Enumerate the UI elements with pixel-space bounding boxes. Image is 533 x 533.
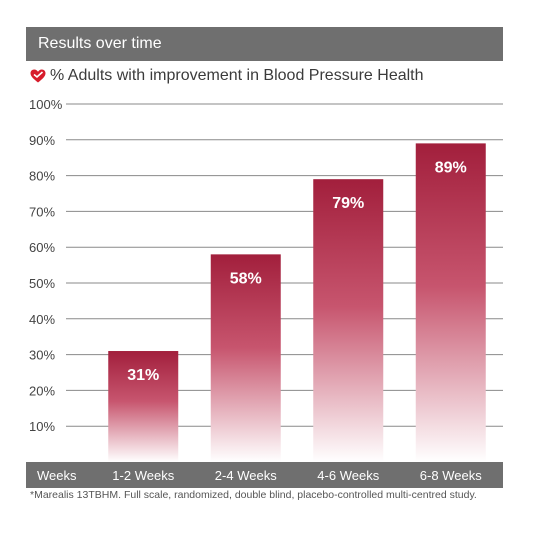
heart-icon [30, 69, 46, 83]
chart-subtitle: % Adults with improvement in Blood Press… [30, 66, 424, 86]
x-axis-label: Weeks [37, 468, 77, 483]
y-tick-label: 70% [29, 204, 55, 219]
x-tick-label: 1-2 Weeks [112, 468, 174, 483]
bar [210, 254, 281, 462]
x-tick-label: 2-4 Weeks [215, 468, 277, 483]
x-tick-label: 6-8 Weeks [420, 468, 482, 483]
data-label: 31% [127, 367, 159, 384]
x-axis-band [26, 462, 503, 488]
subtitle-text: % Adults with improvement in Blood Press… [50, 67, 424, 84]
data-label: 89% [435, 159, 467, 176]
x-tick-label: 4-6 Weeks [317, 468, 379, 483]
data-label: 58% [230, 270, 262, 287]
y-tick-label: 90% [29, 133, 55, 148]
y-tick-label: 60% [29, 240, 55, 255]
bar [415, 143, 486, 462]
y-tick-label: 20% [29, 383, 55, 398]
data-labels: 31% 58% 79% 89% [127, 159, 467, 384]
y-tick-label: 80% [29, 169, 55, 184]
footnote: *Marealis 13TBHM. Full scale, randomized… [30, 489, 477, 501]
y-tick-label: 10% [29, 419, 55, 434]
y-tick-label: 50% [29, 276, 55, 291]
data-label: 79% [332, 195, 364, 212]
bars [108, 143, 486, 462]
y-tick-label: 40% [29, 312, 55, 327]
chart-banner: Results over time [26, 27, 503, 61]
bar [313, 179, 384, 462]
y-axis-ticks: 10% 20% 30% 40% 50% 60% 70% 80% 90% 100% [29, 97, 63, 434]
bar [108, 351, 179, 462]
y-tick-label: 30% [29, 348, 55, 363]
x-axis-ticks: Weeks 1-2 Weeks 2-4 Weeks 4-6 Weeks 6-8 Week… [37, 468, 482, 483]
banner-title: Results over time [38, 35, 162, 52]
y-tick-label: 100% [29, 97, 63, 112]
